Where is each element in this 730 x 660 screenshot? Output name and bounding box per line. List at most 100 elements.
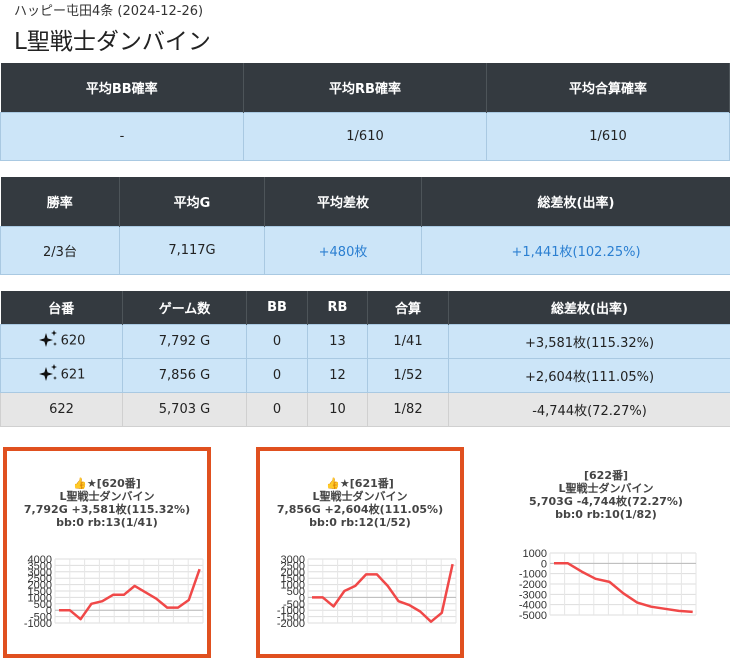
card-bonus-stats: bb:0 rb:10(1/82) (555, 508, 657, 521)
machines-table: 台番 ゲーム数 BB RB 合算 総差枚(出率) 620 7,792 G 0 1… (0, 291, 730, 427)
header-bb: BB (246, 291, 308, 324)
header-game-count: ゲーム数 (122, 291, 247, 324)
value-avg-combined: 1/610 (486, 111, 730, 161)
y-tick-label: -1500 (277, 612, 305, 624)
card-bonus-stats: bb:0 rb:12(1/52) (309, 516, 411, 529)
value-avg-rb: 1/610 (243, 111, 487, 161)
bb-cell: 0 (246, 391, 308, 427)
y-tick-label: -500 (30, 612, 52, 624)
card-machine-name: L聖戦士ダンバイン (312, 490, 408, 503)
header-total-diff-rate: 総差枚(出率) (448, 291, 730, 324)
y-tick-label: 2000 (28, 580, 52, 592)
bb-cell: 0 (246, 323, 308, 359)
card-heading: 👍★[621番] (326, 477, 394, 490)
y-tick-label: -2000 (519, 579, 547, 591)
series-line (312, 563, 454, 623)
value-total-diff: +1,441枚(102.25%) (421, 225, 730, 275)
y-tick-label: -500 (283, 599, 305, 611)
card-machine-name: L聖戦士ダンバイン (59, 490, 155, 503)
y-tick-label: -3000 (519, 589, 547, 601)
card-heading: [622番] (583, 469, 629, 482)
page-title: L聖戦士ダンバイン (14, 29, 211, 55)
games-cell: 7,792 G (122, 323, 247, 359)
value-avg-diff: +480枚 (264, 225, 422, 275)
y-tick-label: 1000 (523, 548, 547, 560)
y-tick-label: 2500 (28, 573, 52, 585)
y-tick-label: 3000 (281, 554, 305, 566)
diff-cell: +2,604枚(111.05%) (448, 357, 730, 393)
table-row[interactable]: 620 7,792 G 0 13 1/41 +3,581枚(115.32%) (0, 323, 730, 359)
table-row[interactable]: 622 5,703 G 0 10 1/82 -4,744枚(72.27%) (0, 391, 730, 427)
games-cell: 7,856 G (122, 357, 247, 393)
card-machine-name: L聖戦士ダンバイン (558, 482, 654, 495)
games-cell: 5,703 G (122, 391, 247, 427)
card-summary: 7,856G +2,604枚(111.05%) (276, 503, 444, 516)
rb-cell: 13 (307, 323, 368, 359)
machine-number: 621 (60, 367, 86, 383)
graph-card-622[interactable]: [622番] L聖戦士ダンバイン 5,703G -4,744枚(72.27%) … (506, 447, 706, 647)
y-tick-label: -1000 (277, 605, 305, 617)
y-tick-label: 0 (541, 558, 547, 570)
machine-number-cell[interactable]: 622 (0, 391, 123, 427)
sparkle-icon (38, 364, 60, 386)
series-line (59, 568, 201, 621)
y-tick-label: 2500 (281, 560, 305, 572)
header-win-rate: 勝率 (0, 177, 120, 226)
y-tick-label: 3500 (28, 560, 52, 572)
graph-card-620[interactable]: 👍★[620番] L聖戦士ダンバイン 7,792G +3,581枚(115.32… (3, 447, 211, 658)
slump-graph: 40003500300025002000150010005000-500-100… (24, 554, 204, 630)
header-combined: 合算 (367, 291, 449, 324)
card-bonus-stats: bb:0 rb:13(1/41) (56, 516, 158, 529)
combined-cell: 1/41 (367, 323, 449, 359)
y-tick-label: -4000 (519, 600, 547, 612)
header-machine-number: 台番 (0, 291, 123, 324)
combined-cell: 1/52 (367, 357, 449, 393)
y-tick-label: 1500 (281, 573, 305, 585)
diff-cell: +3,581枚(115.32%) (448, 323, 730, 359)
diff-cell: -4,744枚(72.27%) (448, 391, 730, 427)
graph-card-621[interactable]: 👍★[621番] L聖戦士ダンバイン 7,856G +2,604枚(111.05… (256, 447, 464, 658)
rb-cell: 10 (307, 391, 368, 427)
header-avg-rb: 平均RB確率 (243, 63, 487, 112)
store-date: ハッピー屯田4条 (2024-12-26) (14, 4, 204, 19)
rb-cell: 12 (307, 357, 368, 393)
results-summary-table: 勝率 平均G 平均差枚 総差枚(出率) 2/3台 7,117G +480枚 +1… (0, 177, 730, 275)
y-tick-label: 2000 (281, 567, 305, 579)
card-summary: 7,792G +3,581枚(115.32%) (23, 503, 191, 516)
header-avg-games: 平均G (119, 177, 265, 226)
table-row[interactable]: 621 7,856 G 0 12 1/52 +2,604枚(111.05%) (0, 357, 730, 393)
machine-number: 620 (60, 333, 86, 349)
value-avg-games: 7,117G (119, 225, 265, 275)
y-tick-label: 3000 (28, 567, 52, 579)
y-tick-label: 1000 (28, 592, 52, 604)
y-tick-label: -5000 (519, 610, 547, 622)
y-tick-label: 1000 (281, 580, 305, 592)
machine-number-cell[interactable]: 621 (0, 357, 123, 393)
y-tick-label: 500 (287, 586, 305, 598)
y-tick-label: -2000 (277, 618, 305, 630)
header-avg-diff: 平均差枚 (264, 177, 422, 226)
value-avg-bb: - (0, 111, 244, 161)
header-avg-bb: 平均BB確率 (0, 63, 244, 112)
combined-cell: 1/82 (367, 391, 449, 427)
probability-summary-table: 平均BB確率 平均RB確率 平均合算確率 - 1/610 1/610 (0, 63, 730, 161)
y-tick-label: 500 (34, 599, 52, 611)
sparkle-icon (38, 330, 60, 352)
y-tick-label: 1500 (28, 586, 52, 598)
machine-number-cell[interactable]: 620 (0, 323, 123, 359)
value-win-rate: 2/3台 (0, 225, 120, 275)
y-tick-label: 0 (299, 592, 305, 604)
y-tick-label: 0 (46, 605, 52, 617)
header-total-diff: 総差枚(出率) (421, 177, 730, 226)
card-summary: 5,703G -4,744枚(72.27%) (529, 495, 683, 508)
slump-graph: 300025002000150010005000-500-1000-1500-2… (277, 554, 457, 630)
machine-number: 622 (49, 401, 74, 417)
series-line (554, 562, 693, 614)
header-avg-combined: 平均合算確率 (486, 63, 730, 112)
card-heading: 👍★[620番] (73, 477, 141, 490)
y-tick-label: -1000 (24, 618, 52, 630)
bb-cell: 0 (246, 357, 308, 393)
y-tick-label: 4000 (28, 554, 52, 566)
y-tick-label: -1000 (519, 569, 547, 581)
